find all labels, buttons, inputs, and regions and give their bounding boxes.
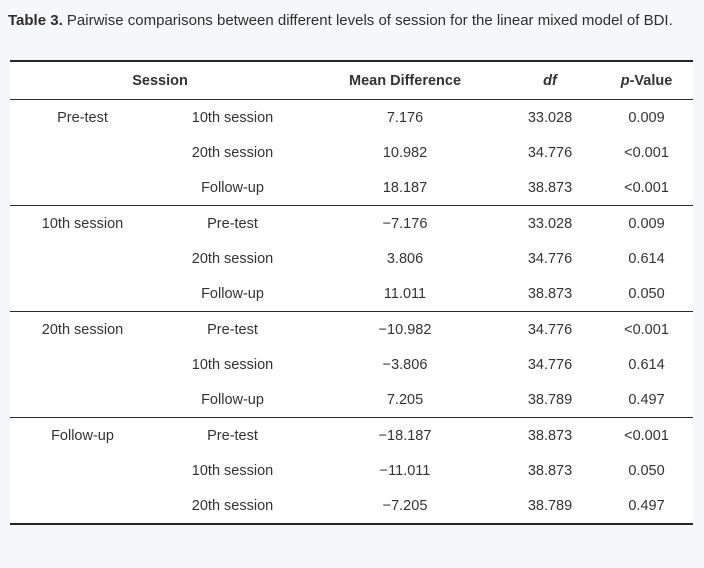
group-20th-session: 20th session Pre-test −10.982 34.776 <0.… xyxy=(10,312,694,418)
table-row: Follow-up Pre-test −18.187 38.873 <0.001 xyxy=(10,418,693,454)
table-caption-label: Table 3. xyxy=(8,12,63,29)
table-row: 20th session 10.982 34.776 <0.001 xyxy=(10,135,693,170)
p-symbol: p xyxy=(620,72,630,89)
p-value-cell: 0.614 xyxy=(628,250,665,267)
comparison-cell: 20th session xyxy=(191,144,274,161)
df-cell: 34.776 xyxy=(527,250,573,267)
table-row: Pre-test 10th session 7.176 33.028 0.009 xyxy=(10,100,693,136)
table-header-row: Session Mean Difference df p-Value xyxy=(10,61,694,100)
group-follow-up: Follow-up Pre-test −18.187 38.873 <0.001… xyxy=(10,418,693,525)
comparison-cell: 10th session xyxy=(191,462,274,479)
df-cell: 38.873 xyxy=(527,427,573,444)
p-value-cell: 0.050 xyxy=(628,462,665,479)
mean-difference-cell: −3.806 xyxy=(382,356,428,373)
comparison-cell: Follow-up xyxy=(201,285,264,302)
table-row: 10th session Pre-test −7.176 33.028 0.00… xyxy=(10,206,693,242)
p-value-cell: <0.001 xyxy=(624,179,669,196)
p-value-cell: 0.497 xyxy=(628,497,665,514)
p-value-cell: 0.050 xyxy=(628,285,665,302)
session-group-cell xyxy=(10,241,155,276)
mean-difference-cell: −11.011 xyxy=(379,462,431,479)
comparison-cell: Pre-test xyxy=(207,427,258,444)
table-row: 20th session Pre-test −10.982 34.776 <0.… xyxy=(10,312,693,348)
session-group-cell xyxy=(10,488,155,524)
p-value-suffix: -Value xyxy=(629,72,673,89)
df-cell: 34.776 xyxy=(527,144,573,161)
session-group-cell xyxy=(10,276,155,312)
df-cell: 38.873 xyxy=(527,285,573,302)
session-group-cell: 10th session xyxy=(41,215,124,232)
comparison-cell: 20th session xyxy=(191,497,274,514)
mean-difference-cell: 7.176 xyxy=(386,109,424,126)
session-group-cell xyxy=(10,170,155,206)
column-header-mean-difference: Mean Difference xyxy=(310,61,501,100)
mean-difference-cell: −18.187 xyxy=(378,427,432,444)
df-cell: 33.028 xyxy=(527,215,573,232)
pairwise-comparisons-table: Session Mean Difference df p-Value Pre-t… xyxy=(10,60,694,525)
p-value-cell: <0.001 xyxy=(624,427,669,444)
comparison-cell: Follow-up xyxy=(201,179,264,196)
mean-difference-cell: 18.187 xyxy=(382,179,428,196)
column-header-p-value: p-Value xyxy=(600,61,694,100)
session-group-cell: Pre-test xyxy=(57,109,108,126)
df-cell: 34.776 xyxy=(527,321,573,338)
df-cell: 38.789 xyxy=(527,391,573,408)
column-header-df: df xyxy=(500,61,601,100)
p-value-cell: 0.009 xyxy=(628,215,665,232)
df-cell: 38.873 xyxy=(527,179,573,196)
group-10th-session: 10th session Pre-test −7.176 33.028 0.00… xyxy=(10,206,694,312)
session-group-cell xyxy=(10,135,155,170)
comparison-cell: Pre-test xyxy=(207,321,258,338)
session-group-cell: Follow-up xyxy=(51,427,114,444)
session-group-cell xyxy=(10,347,155,382)
mean-difference-cell: −7.176 xyxy=(382,215,428,232)
df-cell: 34.776 xyxy=(527,356,573,373)
group-pre-test: Pre-test 10th session 7.176 33.028 0.009… xyxy=(10,100,694,206)
column-header-session: Session xyxy=(10,61,311,100)
comparison-cell: 10th session xyxy=(191,356,274,373)
comparison-cell: Pre-test xyxy=(207,215,258,232)
mean-difference-cell: 11.011 xyxy=(383,285,427,302)
comparison-cell: Follow-up xyxy=(201,391,264,408)
table-row: Follow-up 11.011 38.873 0.050 xyxy=(10,276,693,312)
table-row: Follow-up 7.205 38.789 0.497 xyxy=(10,382,693,418)
table-row: 10th session −11.011 38.873 0.050 xyxy=(10,453,693,488)
mean-difference-cell: 7.205 xyxy=(386,391,424,408)
p-value-cell: <0.001 xyxy=(624,321,669,338)
table-caption: Table 3. Pairwise comparisons between di… xyxy=(8,9,700,33)
mean-difference-cell: 10.982 xyxy=(382,144,428,161)
session-group-cell: 20th session xyxy=(41,321,124,338)
p-value-cell: 0.009 xyxy=(628,109,665,126)
table-row: 20th session 3.806 34.776 0.614 xyxy=(10,241,693,276)
mean-difference-cell: 3.806 xyxy=(386,250,424,267)
p-value-cell: <0.001 xyxy=(624,144,669,161)
comparison-cell: 10th session xyxy=(191,109,274,126)
p-value-cell: 0.497 xyxy=(628,391,665,408)
df-cell: 38.873 xyxy=(527,462,573,479)
df-cell: 38.789 xyxy=(527,497,573,514)
table-row: Follow-up 18.187 38.873 <0.001 xyxy=(10,170,693,206)
df-cell: 33.028 xyxy=(527,109,573,126)
mean-difference-cell: −10.982 xyxy=(378,321,432,338)
table-row: 20th session −7.205 38.789 0.497 xyxy=(10,488,693,524)
mean-difference-cell: −7.205 xyxy=(382,497,428,514)
comparison-cell: 20th session xyxy=(191,250,274,267)
table-row: 10th session −3.806 34.776 0.614 xyxy=(10,347,693,382)
session-group-cell xyxy=(10,382,155,418)
p-value-cell: 0.614 xyxy=(628,356,665,373)
table-caption-text: Pairwise comparisons between different l… xyxy=(66,12,673,29)
session-group-cell xyxy=(10,453,155,488)
